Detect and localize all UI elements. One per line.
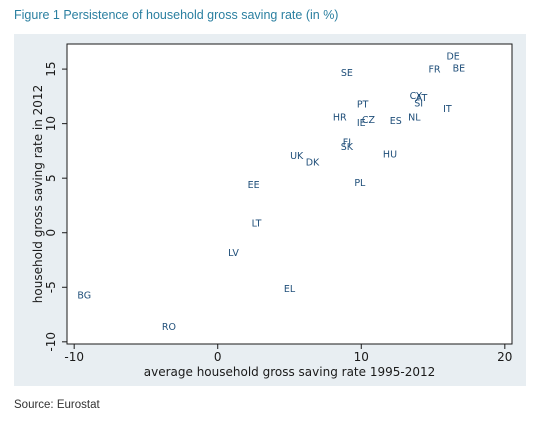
data-point-dk: DK — [306, 157, 320, 168]
figure-title: Figure 1 Persistence of household gross … — [14, 8, 339, 22]
x-tick-label: 20 — [497, 350, 512, 364]
data-point-ro: RO — [162, 322, 176, 333]
data-point-es: ES — [390, 116, 402, 127]
data-point-hu: HU — [383, 150, 397, 161]
data-point-cz: CZ — [362, 115, 376, 126]
data-point-cy: CY — [410, 91, 422, 102]
data-point-be: BE — [453, 64, 466, 75]
data-point-sk: SK — [341, 142, 354, 153]
y-tick-label: -10 — [44, 332, 58, 352]
plot-region — [66, 43, 513, 345]
data-point-it: IT — [443, 104, 452, 115]
data-point-nl: NL — [408, 113, 421, 124]
y-tick-label: 0 — [44, 229, 58, 237]
scatter-chart: -10 0 10 20 -10 -5 0 5 10 15 average household gro… — [31, 43, 513, 379]
data-point-se: SE — [341, 68, 353, 79]
data-point-ee: EE — [248, 180, 260, 191]
data-point-fi: FI — [343, 138, 351, 149]
data-point-el: EL — [284, 284, 296, 295]
y-tick-label: 10 — [44, 116, 58, 131]
y-tick-label: -5 — [44, 281, 58, 293]
source-note: Source: Eurostat — [14, 399, 100, 411]
data-point-pl: PL — [354, 178, 366, 189]
y-axis-title: household gross saving rate in 2012 — [31, 85, 45, 303]
y-tick-label: 15 — [44, 61, 58, 76]
plot-panel: -10 0 10 20 -10 -5 0 5 10 15 average household gro… — [14, 34, 526, 386]
y-tick-label: 5 — [44, 174, 58, 182]
data-point-ie: IE — [357, 118, 366, 129]
x-tick-label: -10 — [64, 350, 84, 364]
x-tick-label: 10 — [354, 350, 369, 364]
data-point-lt: LT — [252, 218, 262, 229]
x-tick-label: 0 — [214, 350, 222, 364]
data-point-hr: HR — [333, 113, 347, 124]
data-point-pt: PT — [357, 100, 369, 111]
data-point-uk: UK — [290, 151, 304, 162]
data-point-si: SI — [414, 98, 423, 109]
data-point-lv: LV — [228, 248, 239, 259]
data-point-de: DE — [446, 52, 459, 63]
x-axis-title: average household gross saving rate 1995… — [144, 365, 435, 379]
data-point-at: AT — [416, 93, 428, 104]
data-point-bg: BG — [77, 290, 91, 301]
data-point-fr: FR — [428, 65, 440, 76]
